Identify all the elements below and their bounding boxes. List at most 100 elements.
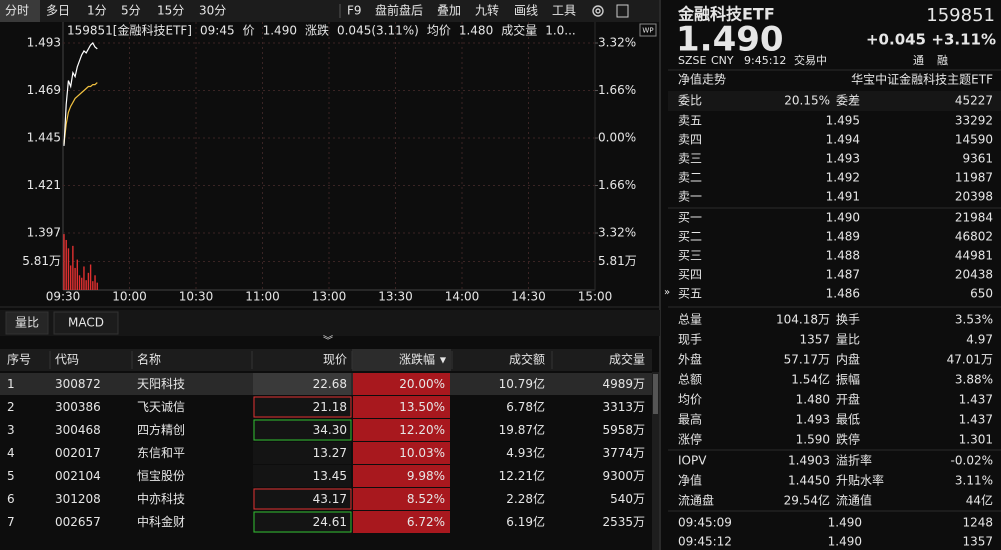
column-header[interactable]: 序号 [7, 352, 31, 367]
nav-link[interactable]: 净值走势 [678, 72, 726, 87]
book-volume: 46802 [955, 230, 993, 244]
volume-bar [87, 272, 90, 290]
book-label: 卖五 [678, 114, 702, 128]
book-price: 1.486 [826, 287, 860, 301]
stat-label: 跌停 [836, 432, 860, 447]
volume-bar [94, 275, 96, 290]
tab-box[interactable] [5, 311, 49, 335]
table-cell: 6 [7, 492, 15, 506]
book-price: 1.487 [826, 268, 860, 282]
tool-button[interactable]: 叠加 [437, 4, 461, 18]
stat-label: 均价 [678, 393, 702, 407]
stat-label: 溢折率 [836, 453, 872, 468]
security-name: 金融科技ETF [677, 5, 775, 24]
column-header[interactable]: 成交额 [509, 352, 545, 367]
period-tab[interactable]: 分时 [5, 4, 29, 18]
volume-tick-label: 5.81万 [22, 254, 61, 268]
info-text: 涨跌 [305, 23, 329, 38]
book-volume: 14590 [955, 133, 993, 147]
stat-label: 振幅 [836, 372, 860, 387]
badge: WP [642, 27, 653, 35]
ratio-label: 委比 [678, 94, 702, 108]
stat-label: 内盘 [836, 352, 860, 367]
time-tick-label: 10:00 [112, 290, 147, 304]
stat-value: 1.493 [796, 413, 830, 427]
info-text: 成交量 [501, 23, 537, 38]
panel-icon[interactable] [616, 4, 629, 18]
info-text: 价 [243, 24, 255, 38]
pct-tick-label: 0.00% [598, 131, 636, 145]
indicator-tab[interactable]: MACD [68, 316, 104, 330]
price-change-pct: +3.11% [931, 31, 996, 49]
sort-arrow[interactable]: ▼ [440, 356, 447, 365]
book-label: 买三 [678, 249, 702, 263]
period-tab[interactable]: 5分 [121, 4, 141, 18]
table-cell: 3774万 [602, 446, 645, 460]
gear-icon[interactable] [592, 5, 604, 17]
stat-value: 1357 [799, 333, 830, 347]
scrollbar-thumb[interactable] [653, 374, 658, 414]
period-tab[interactable]: 1分 [87, 4, 107, 18]
price-change: +0.045 [866, 31, 926, 49]
volume-bar [72, 245, 74, 290]
column-header[interactable]: 代码 [55, 353, 79, 367]
period-tab[interactable]: 30分 [199, 4, 226, 18]
volume-bar [81, 277, 83, 290]
flash-box [253, 419, 352, 441]
table-cell: 1 [7, 377, 15, 391]
tool-button[interactable]: 盘前盘后 [375, 3, 423, 18]
tool-button[interactable]: F9 [347, 4, 362, 18]
stat-value: 3.88% [955, 373, 993, 387]
price-cell-bg [253, 465, 351, 487]
column-header[interactable]: 现价 [323, 353, 347, 367]
book-label: 卖三 [678, 152, 702, 166]
table-cell: 6.72% [407, 515, 445, 529]
tool-button[interactable]: 工具 [552, 4, 576, 18]
expand-arrow[interactable]: » [664, 287, 670, 298]
tick-volume: 1248 [962, 516, 993, 530]
table-cell: 四方精创 [137, 422, 185, 437]
table-cell: 4.93亿 [506, 445, 545, 460]
tab-box[interactable] [53, 311, 119, 335]
book-label: 买二 [678, 230, 702, 244]
meta-text: 交易中 [794, 53, 827, 67]
column-header[interactable]: 名称 [137, 352, 161, 367]
info-text: 0.045(3.11%) [337, 24, 419, 38]
volume-bar [89, 264, 92, 290]
period-tab[interactable]: 多日 [46, 4, 70, 18]
stat-value: 44亿 [966, 493, 993, 508]
table-cell: 10.79亿 [499, 376, 545, 391]
badge-box [639, 23, 657, 37]
book-volume: 21984 [955, 211, 993, 225]
period-tab[interactable]: 15分 [157, 4, 184, 18]
stat-label: 流通值 [836, 493, 872, 508]
ratio-bg [668, 91, 1001, 111]
volume-bar [85, 280, 87, 290]
table-cell: 12.21亿 [499, 468, 545, 483]
column-header[interactable]: 涨跌幅 [399, 352, 435, 367]
table-cell: 10.03% [399, 446, 445, 460]
flash-box [253, 396, 352, 418]
stat-label: 净值 [678, 473, 702, 488]
column-header[interactable]: 成交量 [609, 352, 645, 367]
tick-price: 1.490 [828, 516, 862, 530]
book-label: 买四 [678, 268, 702, 282]
table-cell: 21.18 [313, 400, 347, 414]
indicator-tab[interactable]: 量比 [15, 316, 39, 330]
price-cell-bg [253, 442, 351, 464]
price-tick-label: 1.493 [27, 36, 61, 50]
stat-label: 换手 [836, 313, 860, 327]
info-text: 均价 [427, 24, 451, 38]
price-tick-label: 1.469 [27, 83, 61, 97]
tool-button[interactable]: 画线 [514, 4, 538, 18]
tool-button[interactable]: 九转 [475, 3, 499, 18]
table-cell: 3 [7, 423, 15, 437]
book-volume: 20438 [955, 268, 993, 282]
stat-value: 4.97 [966, 333, 993, 347]
volume-bar [92, 281, 94, 290]
table-cell: 13.45 [313, 469, 347, 483]
collapse-arrow[interactable]: ︾ [323, 335, 333, 347]
book-label: 卖一 [678, 190, 702, 204]
table-cell: 43.17 [313, 492, 347, 506]
